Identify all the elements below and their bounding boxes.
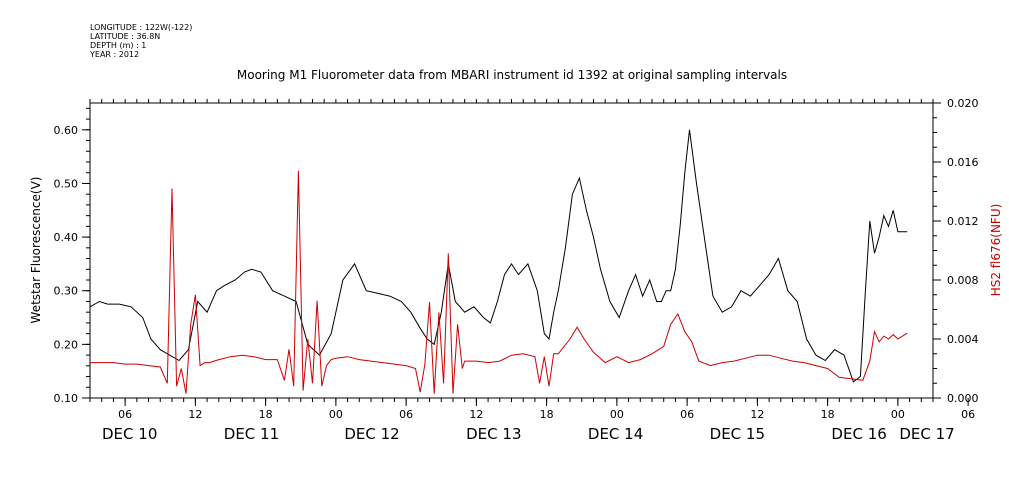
y-left-tick-label: 0.10 — [54, 392, 79, 405]
y-right-tick-label: 0.004 — [947, 333, 979, 346]
series-line-right — [90, 170, 908, 394]
x-tick-label: 12 — [469, 408, 483, 421]
x-tick-label: 12 — [750, 408, 764, 421]
x-tick-label: 06 — [680, 408, 694, 421]
x-tick-label: 06 — [399, 408, 413, 421]
x-axis: 0612180006121800061218000612180006121800… — [102, 398, 975, 443]
latitude-label: LATITUDE : 36.8N — [90, 32, 160, 41]
y-right-tick-label: 0.012 — [947, 215, 979, 228]
x-day-label: DEC 15 — [710, 425, 765, 443]
x-day-label: DEC 16 — [831, 425, 886, 443]
right-axis: 0.000 0.004 0.008 0.012 0.016 0.020 — [933, 97, 979, 405]
y-left-tick-label: 0.50 — [54, 177, 79, 190]
x-day-label: DEC 12 — [344, 425, 399, 443]
x-tick-label: 06 — [118, 408, 132, 421]
y-left-tick-label: 0.40 — [54, 231, 79, 244]
x-tick-label: 00 — [610, 408, 624, 421]
y-right-tick-label: 0.008 — [947, 274, 979, 287]
x-day-label: DEC 13 — [466, 425, 521, 443]
metadata-block: LONGITUDE : 122W(-122) LATITUDE : 36.8N … — [89, 23, 192, 59]
y-right-tick-label: 0.020 — [947, 97, 979, 110]
y-left-tick-label: 0.30 — [54, 285, 79, 298]
y-left-title: Wetstar Fluorescence(V) — [29, 177, 43, 324]
series-layer — [89, 129, 908, 394]
longitude-label: LONGITUDE : 122W(-122) — [90, 23, 192, 32]
x-tick-label: 12 — [188, 408, 202, 421]
left-axis: 0.10 0.20 0.30 0.40 0.50 0.60 — [54, 107, 90, 405]
x-tick-label: 18 — [821, 408, 835, 421]
y-right-tick-label: 0.000 — [947, 392, 979, 405]
year-label: YEAR : 2012 — [89, 50, 139, 59]
x-day-label: DEC 14 — [588, 425, 643, 443]
plot-frame — [89, 102, 934, 399]
series-line-left — [89, 129, 908, 383]
x-tick-label: 18 — [540, 408, 554, 421]
top-minor-ticks — [89, 99, 934, 402]
y-left-tick-label: 0.60 — [54, 124, 79, 137]
x-day-label: DEC 10 — [102, 425, 157, 443]
y-left-tick-label: 0.20 — [54, 338, 79, 351]
x-tick-label: 06 — [961, 408, 975, 421]
x-tick-label: 00 — [329, 408, 343, 421]
x-day-label: DEC 11 — [224, 425, 279, 443]
y-right-title: HS2 fl676(NFU) — [989, 204, 1003, 297]
x-tick-label: 18 — [259, 408, 273, 421]
chart-title: Mooring M1 Fluorometer data from MBARI i… — [237, 68, 787, 82]
depth-label: DEPTH (m) : 1 — [90, 41, 146, 50]
y-right-tick-label: 0.016 — [947, 156, 979, 169]
x-tick-label: 00 — [891, 408, 905, 421]
x-day-label: DEC 17 — [899, 425, 954, 443]
